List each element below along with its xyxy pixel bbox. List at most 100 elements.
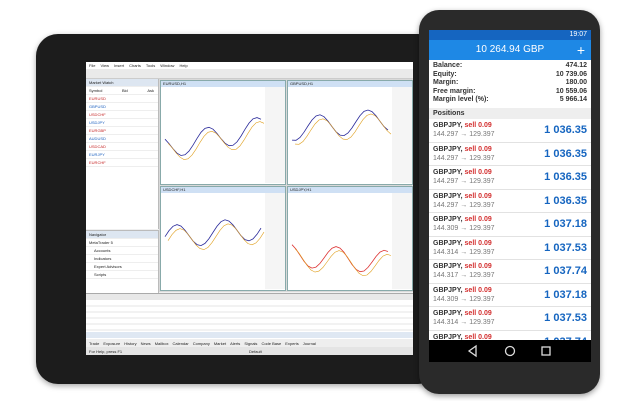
positions: Positions GBPJPY, sell 0.09 144.297 → 129… — [429, 108, 591, 354]
menu-item[interactable]: Charts — [129, 63, 141, 68]
navigator-item[interactable]: Expert Advisors — [86, 263, 158, 271]
chart-window: USDJPY,H1 — [287, 186, 413, 291]
position-row[interactable]: GBPJPY, sell 0.09 144.314 → 129.397 1 037.… — [429, 307, 591, 331]
add-button[interactable]: + — [576, 42, 585, 58]
symbol: GBPUSD — [89, 104, 106, 109]
menu-item[interactable]: Window — [160, 63, 175, 68]
terminal-tab[interactable]: Exposure — [103, 340, 121, 346]
symbol-row: EURUSD — [86, 95, 158, 103]
position-symbol: GBPJPY, — [433, 169, 463, 176]
indicator-line — [294, 248, 392, 277]
phone-status-bar: 19:07 — [429, 30, 591, 40]
terminal-tab[interactable]: News — [140, 340, 151, 346]
summary-value: 10 739.06 — [555, 70, 587, 78]
chart-plot — [291, 87, 412, 183]
position-name: GBPJPY, sell 0.09 — [433, 334, 492, 341]
recent-button[interactable] — [541, 346, 551, 356]
position-profit: 1 037.18 — [544, 218, 587, 230]
position-prices: 144.317 → 129.397 — [433, 272, 495, 279]
position-row[interactable]: GBPJPY, sell 0.09 144.297 → 129.397 1 036.… — [429, 143, 591, 166]
menu-item[interactable]: Tools — [145, 63, 156, 68]
summary-label: Equity: — [433, 70, 457, 78]
indicator-line — [167, 223, 265, 250]
summary-row: Balance: 474.12 — [433, 62, 587, 71]
position-symbol: GBPJPY, — [433, 263, 463, 270]
position-side: sell 0.09 — [464, 333, 492, 341]
terminal-tab[interactable]: Mailbox — [154, 340, 169, 346]
menu-item[interactable]: View — [100, 63, 110, 68]
position-row[interactable]: GBPJPY, sell 0.09 144.309 → 129.397 1 037.… — [429, 284, 591, 307]
position-prices: 144.297 → 129.397 — [433, 131, 495, 138]
panel-title: Navigator — [86, 231, 158, 239]
price-line — [164, 219, 262, 247]
trade-table — [86, 294, 413, 338]
terminal-tab[interactable]: Signals — [244, 340, 258, 346]
position-prices: 144.314 → 129.397 — [433, 319, 495, 326]
summary-label: Free margin: — [433, 87, 476, 95]
position-row[interactable]: GBPJPY, sell 0.09 144.297 → 129.397 1 036.… — [429, 119, 591, 143]
position-name: GBPJPY, sell 0.09 — [433, 287, 492, 294]
symbol: USDCHF — [89, 112, 106, 117]
position-name: GBPJPY, sell 0.09 — [433, 263, 492, 270]
navigator-item[interactable]: Indicators — [86, 255, 158, 263]
position-row[interactable]: GBPJPY, sell 0.09 144.314 → 129.397 1 037.… — [429, 237, 591, 260]
summary-label: Margin level (%): — [433, 96, 489, 104]
column-header: Bid — [121, 88, 128, 93]
terminal-tab[interactable]: History — [124, 340, 137, 346]
price-line — [291, 244, 389, 273]
symbol-row: EURGBP — [86, 127, 158, 135]
position-symbol: GBPJPY, — [433, 286, 463, 294]
position-side: sell 0.09 — [464, 169, 492, 176]
menu-item[interactable]: Help — [179, 63, 188, 68]
position-name: GBPJPY, sell 0.09 — [433, 216, 492, 223]
position-name: GBPJPY, sell 0.09 — [433, 122, 492, 129]
position-row[interactable]: GBPJPY, sell 0.09 144.317 → 129.397 1 037.… — [429, 260, 591, 284]
summary-row: Free margin: 10 559.06 — [433, 88, 587, 97]
symbol-row: AUDUSD — [86, 135, 158, 143]
column-header: Symbol — [89, 88, 103, 93]
chart-window: USDCHF,H1 — [160, 186, 286, 291]
terminal-tab[interactable]: Market — [213, 340, 227, 346]
phone-nav-bar — [429, 340, 591, 362]
menu-item[interactable]: File — [89, 63, 96, 68]
position-profit: 1 037.18 — [544, 288, 587, 301]
position-prices: 144.309 → 129.397 — [433, 225, 495, 232]
header-title: 10 264.94 GBP — [475, 44, 545, 55]
menu-item[interactable]: Insert — [114, 63, 125, 68]
back-button[interactable] — [467, 344, 477, 358]
position-side: sell 0.09 — [464, 239, 492, 247]
terminal-tab[interactable]: Experts — [285, 340, 299, 346]
terminal-tab[interactable]: Journal — [302, 340, 316, 346]
toolbar — [86, 69, 413, 79]
terminal-tab[interactable]: Trade — [89, 340, 100, 346]
tablet-screen: File View Insert Charts Tools Window Help Mark… — [86, 62, 413, 355]
home-button[interactable] — [504, 345, 516, 357]
navigator-item[interactable]: MetaTrader 5 — [86, 239, 158, 247]
position-row[interactable]: GBPJPY, sell 0.09 144.297 → 129.397 1 036.… — [429, 166, 591, 190]
position-side: sell 0.09 — [464, 145, 492, 153]
table-header — [86, 294, 413, 300]
terminal-tab[interactable]: Company — [192, 340, 210, 346]
navigator-item[interactable]: Scripts — [86, 271, 158, 279]
terminal-tab[interactable]: Calendar — [172, 340, 189, 346]
position-profit: 1 037.53 — [544, 312, 587, 324]
terminal — [86, 293, 413, 348]
symbol-row: EURCHF — [86, 159, 158, 167]
indicator-line — [294, 113, 392, 145]
position-symbol: GBPJPY, — [433, 122, 463, 129]
menu-bar: File View Insert Charts Tools Window Help — [86, 62, 413, 69]
terminal-tabs: Trade Exposure History News Mailbox Calendar C… — [86, 339, 413, 347]
account-summary: Balance: 474.12 Equity: 10 739.06 Margin: 180… — [433, 62, 587, 105]
symbol: EURJPY — [89, 152, 105, 157]
position-row[interactable]: GBPJPY, sell 0.09 144.309 → 129.397 1 037.… — [429, 213, 591, 237]
position-side: sell 0.09 — [464, 122, 492, 129]
position-side: sell 0.09 — [464, 192, 492, 200]
terminal-tab[interactable]: Alerts — [230, 340, 241, 346]
navigator-item[interactable]: Accounts — [86, 247, 158, 255]
summary-row: Margin level (%): 5 966.14 — [433, 96, 587, 105]
terminal-tab[interactable]: Code Base — [261, 340, 282, 346]
position-profit: 1 037.74 — [544, 265, 587, 277]
symbol: EURUSD — [89, 96, 106, 101]
position-row[interactable]: GBPJPY, sell 0.09 144.297 → 129.397 1 036.… — [429, 190, 591, 213]
summary-label: Margin: — [433, 79, 459, 87]
